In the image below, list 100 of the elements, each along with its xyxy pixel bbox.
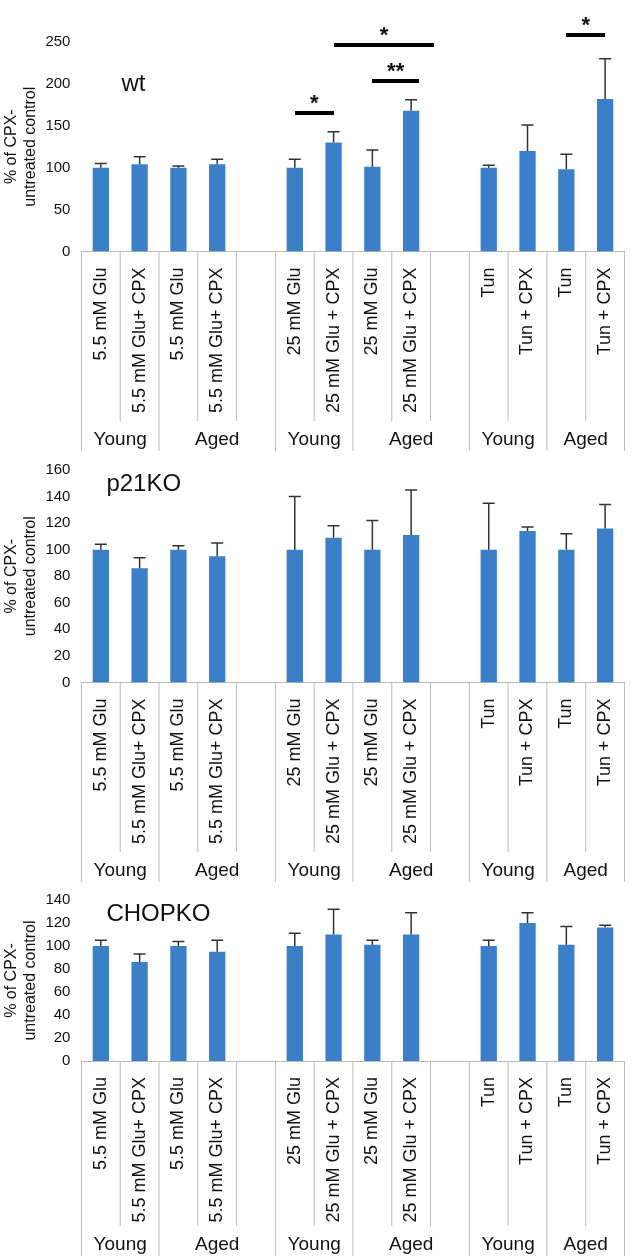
text: Aged xyxy=(563,858,608,880)
bar xyxy=(209,164,226,252)
text: Young xyxy=(93,858,147,880)
y-tick-label: 200 xyxy=(45,74,71,92)
x-tick-label: 25 mM Glu + CPX xyxy=(322,1077,343,1223)
y-tick-label: 120 xyxy=(45,913,71,931)
x-tick-label: 5.5 mM Glu+ CPX xyxy=(206,1077,227,1223)
y-tick-label: 100 xyxy=(45,936,71,954)
bar xyxy=(596,927,614,1061)
y-tick-label: 0 xyxy=(62,1051,71,1069)
bar xyxy=(92,167,109,252)
text: Young xyxy=(93,1232,147,1254)
x-tick-label: 25 mM Glu + CPX xyxy=(400,1077,421,1223)
text: Young xyxy=(481,1232,535,1254)
bar xyxy=(209,951,226,1061)
y-tick-label: 20 xyxy=(53,1028,71,1046)
bar xyxy=(131,962,148,1061)
text: Young xyxy=(481,858,535,880)
bar xyxy=(480,167,497,252)
y-tick-label: 20 xyxy=(53,646,71,664)
bar xyxy=(325,934,342,1061)
y-axis-title: % of CPX- untreated control xyxy=(2,920,39,1041)
bar xyxy=(519,150,536,252)
text: Young xyxy=(481,427,535,449)
y-tick-label: 250 xyxy=(45,32,71,50)
bar xyxy=(170,946,187,1061)
bar xyxy=(558,944,575,1061)
x-tick-label: 25 mM Glu + CPX xyxy=(400,267,421,413)
x-tick-label: Tun + CPX xyxy=(594,1077,615,1165)
y-tick-label: 60 xyxy=(53,592,71,610)
y-tick-label: 0 xyxy=(62,241,71,259)
x-tick-label: 25 mM Glu + CPX xyxy=(322,698,343,844)
x-tick-label: 25 mM Glu xyxy=(361,1077,382,1166)
x-tick-label: 25 mM Glu + CPX xyxy=(400,698,421,844)
bar xyxy=(519,531,536,683)
x-tick-label: 25 mM Glu xyxy=(361,698,382,787)
annotation: * xyxy=(309,90,319,116)
chart-title: CHOPKO xyxy=(106,898,211,926)
y-tick-label: 140 xyxy=(45,486,71,504)
bar xyxy=(364,549,381,683)
bar xyxy=(558,169,575,252)
x-tick-label: 5.5 mM Glu+ CPX xyxy=(206,267,227,413)
x-tick-label: 5.5 mM Glu xyxy=(167,698,188,792)
annotation: * xyxy=(379,22,389,48)
x-tick-label: 5.5 mM Glu xyxy=(89,267,110,361)
text: Young xyxy=(93,427,147,449)
bar xyxy=(286,167,303,252)
x-tick-label: Tun + CPX xyxy=(516,698,537,787)
x-tick-label: Tun xyxy=(555,698,576,729)
x-tick-label: 5.5 mM Glu xyxy=(167,1077,188,1171)
text: * xyxy=(581,12,591,38)
bar xyxy=(403,110,420,252)
y-tick-label: 120 xyxy=(45,513,71,531)
text: wt xyxy=(120,68,146,96)
bar xyxy=(596,98,614,252)
text: Aged xyxy=(195,1232,240,1254)
bar xyxy=(92,946,109,1061)
y-tick-label: 140 xyxy=(45,890,71,908)
chart-title: p21KO xyxy=(106,468,182,496)
y-tick-label: 100 xyxy=(45,539,71,557)
x-tick-label: Tun xyxy=(477,698,498,729)
y-tick-label: 160 xyxy=(45,460,71,478)
bar xyxy=(480,549,497,683)
x-tick-label: Tun xyxy=(477,1077,498,1108)
bar xyxy=(364,166,381,252)
y-tick-label: 40 xyxy=(53,1005,71,1023)
x-tick-label: 25 mM Glu + CPX xyxy=(322,267,343,413)
y-tick-label: 100 xyxy=(45,157,71,175)
x-tick-label: Tun + CPX xyxy=(594,698,615,787)
x-tick-label: 5.5 mM Glu xyxy=(89,1077,110,1171)
bar xyxy=(209,556,226,683)
bar xyxy=(325,142,342,252)
bar xyxy=(131,164,148,252)
text: Aged xyxy=(195,427,240,449)
text: Young xyxy=(287,427,341,449)
bar xyxy=(403,934,420,1061)
x-tick-label: 25 mM Glu xyxy=(283,267,304,356)
text: Young xyxy=(287,1232,341,1254)
bar xyxy=(170,167,187,252)
x-tick-label: Tun + CPX xyxy=(516,1077,537,1165)
text: Aged xyxy=(388,858,434,880)
text: Aged xyxy=(563,1232,608,1254)
annotation: ** xyxy=(387,58,405,84)
x-tick-label: Tun xyxy=(555,267,576,298)
x-tick-label: 5.5 mM Glu+ CPX xyxy=(128,267,149,413)
x-tick-label: 5.5 mM Glu+ CPX xyxy=(206,698,227,844)
y-tick-label: 60 xyxy=(53,982,71,1000)
text: Aged xyxy=(388,427,434,449)
x-tick-label: 5.5 mM Glu xyxy=(89,698,110,792)
text: Aged xyxy=(195,858,240,880)
y-tick-label: 40 xyxy=(53,619,71,637)
text: Aged xyxy=(388,1232,434,1254)
y-tick-label: 80 xyxy=(53,959,71,977)
x-tick-label: 25 mM Glu xyxy=(361,267,382,356)
bar xyxy=(131,568,148,683)
bar xyxy=(403,535,420,683)
x-tick-label: Tun + CPX xyxy=(594,267,615,356)
x-tick-label: 5.5 mM Glu+ CPX xyxy=(128,698,149,844)
text: Young xyxy=(287,858,341,880)
x-tick-label: 25 mM Glu xyxy=(283,698,304,787)
